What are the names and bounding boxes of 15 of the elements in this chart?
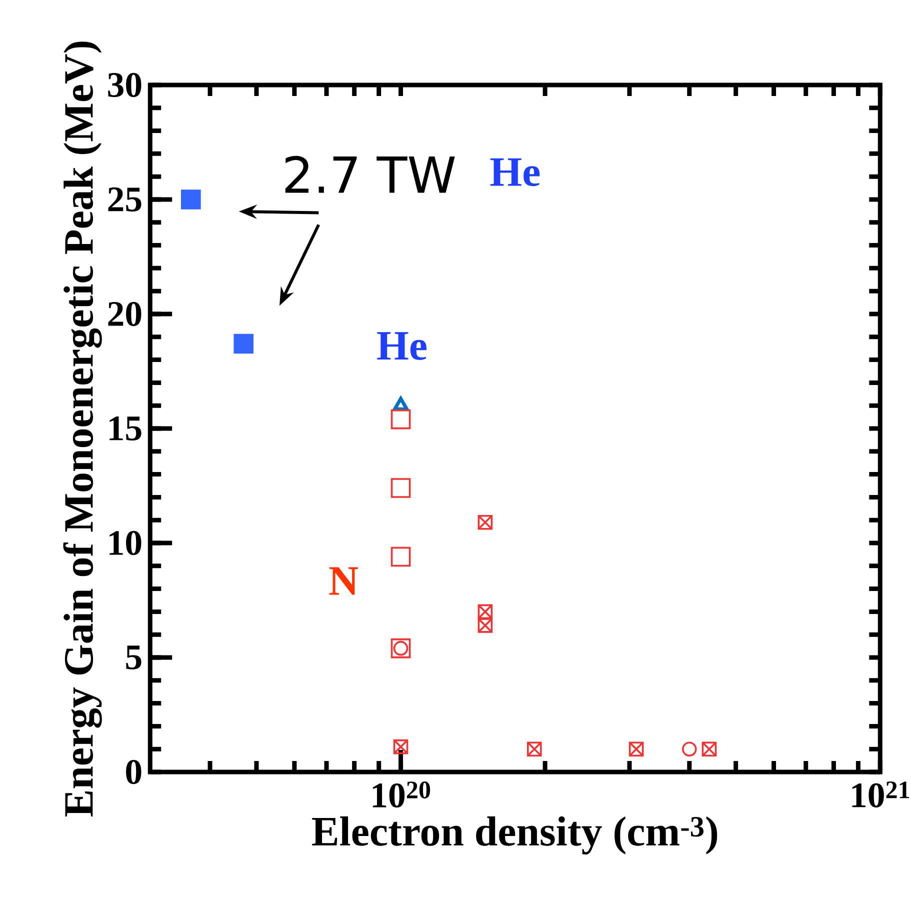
- annotation: 2.7 TW: [285, 156, 455, 193]
- x-axis-title: Electron density (cm$^{-3}$): [312, 816, 718, 854]
- y-tick-label: 25: [108, 187, 142, 212]
- y-tick-label: 20: [108, 302, 142, 326]
- y-axis-title: Energy Gain of Monoenergetic Peak (MeV): [63, 42, 102, 816]
- y-tick-label: 30: [108, 72, 142, 98]
- y-tick-label: 5: [126, 646, 142, 670]
- annotation: He: [377, 332, 426, 360]
- y-tick-label: 0: [126, 760, 142, 784]
- x-tick-label: 10$^{21}$: [852, 782, 910, 808]
- y-tick-label: 15: [110, 416, 142, 440]
- y-tick-label: 10: [110, 530, 142, 556]
- annotation: He: [490, 158, 540, 186]
- x-tick-label: 10$^{20}$: [372, 782, 430, 808]
- annotation: N: [329, 567, 358, 595]
